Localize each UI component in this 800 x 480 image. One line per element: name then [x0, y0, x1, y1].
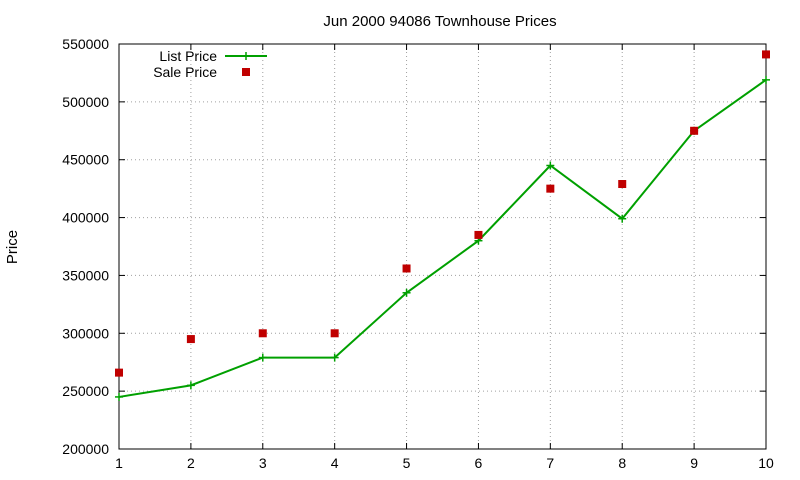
- x-tick-label: 8: [618, 455, 626, 471]
- legend-marker-sale-price: [242, 68, 250, 76]
- y-tick-label: 500000: [62, 94, 109, 110]
- list-price-point: [762, 75, 770, 84]
- y-tick-label: 550000: [62, 36, 109, 52]
- list-price-point: [258, 353, 267, 362]
- x-tick-label: 9: [690, 455, 698, 471]
- y-tick-label: 300000: [62, 325, 109, 341]
- list-price-point: [330, 353, 339, 362]
- grid: [119, 44, 766, 449]
- sale-price-point: [474, 230, 483, 239]
- list-price-point: [402, 288, 411, 297]
- x-tick-label: 5: [403, 455, 411, 471]
- legend-marker-list-price: [242, 52, 250, 60]
- plot-area: [115, 50, 770, 401]
- x-tick-label: 7: [546, 455, 554, 471]
- chart-title: Jun 2000 94086 Townhouse Prices: [323, 13, 556, 30]
- x-tick-label: 2: [187, 455, 195, 471]
- legend-label-sale-price: Sale Price: [153, 64, 217, 80]
- list-price-line: [118, 79, 767, 398]
- y-axis-label: Price: [4, 230, 21, 264]
- y-tick-label: 450000: [62, 152, 109, 168]
- x-tick-label: 1: [115, 455, 123, 471]
- sale-price-point: [690, 126, 699, 135]
- axes: 1 2 3 4 5 6 7 8 9 10 200000 250000 300000 350000 40000…: [62, 36, 774, 471]
- legend-label-list-price: List Price: [159, 48, 217, 64]
- sale-price-point: [330, 329, 339, 338]
- sale-price-point: [402, 264, 411, 273]
- sale-price-point: [546, 184, 555, 193]
- sale-price-point: [186, 335, 195, 344]
- list-price-point: [115, 392, 123, 401]
- y-tick-label: 400000: [62, 210, 109, 226]
- y-tick-label: 350000: [62, 267, 109, 283]
- list-price-point: [186, 381, 195, 390]
- sale-price-point: [258, 329, 267, 338]
- y-tick-label: 250000: [62, 383, 109, 399]
- list-price-point: [546, 161, 555, 170]
- sale-price-point: [618, 180, 627, 189]
- y-tick-label: 200000: [62, 441, 109, 457]
- x-tick-label: 4: [331, 455, 339, 471]
- list-price-point: [618, 214, 627, 223]
- x-tick-label: 3: [259, 455, 267, 471]
- sale-price-point: [115, 368, 123, 377]
- x-tick-label: 10: [758, 455, 774, 471]
- x-tick-label: 6: [475, 455, 483, 471]
- plot-frame: [118, 43, 767, 450]
- sale-price-point: [762, 50, 770, 59]
